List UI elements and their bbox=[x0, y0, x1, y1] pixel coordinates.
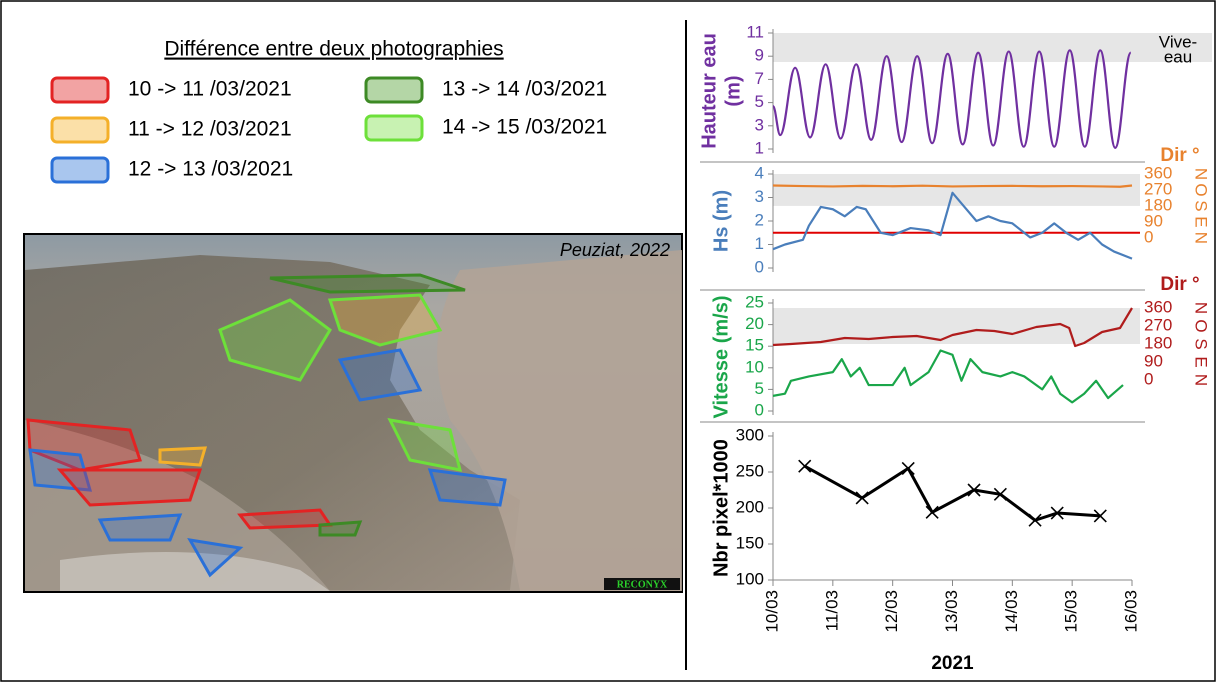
y-tick-label: 2 bbox=[755, 210, 764, 229]
band-label: Vive- bbox=[1159, 32, 1197, 51]
legend-swatch bbox=[364, 114, 424, 142]
x-axis-label: 2021 bbox=[931, 653, 974, 674]
compass-label: N bbox=[1192, 168, 1211, 180]
y-axis-label: Vitesse (m/s) bbox=[710, 295, 732, 418]
y-tick-label: 3 bbox=[755, 187, 764, 206]
band bbox=[773, 308, 1140, 344]
compass-label: N bbox=[1192, 374, 1211, 386]
y-tick-label: 0 bbox=[755, 400, 764, 419]
marker bbox=[1050, 506, 1064, 520]
y-tick-label: 25 bbox=[745, 292, 764, 311]
y2-tick-label: 90 bbox=[1144, 211, 1163, 230]
legend-swatch bbox=[50, 156, 110, 184]
legend-label: 13 -> 14 /03/2021 bbox=[442, 78, 607, 101]
marker bbox=[967, 483, 981, 497]
compass-label: O bbox=[1192, 319, 1211, 332]
y-tick-label: 11 bbox=[746, 22, 764, 41]
y-tick-label: 1 bbox=[755, 138, 764, 157]
legend-swatch bbox=[50, 76, 110, 104]
series-line bbox=[772, 307, 1133, 348]
y-tick-label: 200 bbox=[736, 497, 764, 516]
photo: Peuziat, 2022 RECONYX bbox=[23, 233, 683, 593]
series-line bbox=[772, 191, 1133, 260]
y-tick-label: 3 bbox=[755, 115, 764, 134]
y-tick-label: 250 bbox=[736, 461, 764, 480]
compass-label: N bbox=[1192, 232, 1211, 244]
series-line bbox=[772, 349, 1124, 404]
x-tick-label: 14/03 bbox=[1002, 590, 1021, 633]
x-tick-label: 15/03 bbox=[1062, 590, 1081, 633]
band-label: eau bbox=[1164, 47, 1192, 66]
y2-tick-label: 0 bbox=[1144, 369, 1153, 388]
x-tick-label: 12/03 bbox=[882, 590, 901, 633]
legend-swatch bbox=[50, 116, 110, 144]
x-tick-label: 13/03 bbox=[942, 590, 961, 633]
y2-tick-label: 180 bbox=[1144, 195, 1172, 214]
compass-label: N bbox=[1192, 302, 1211, 314]
band bbox=[773, 174, 1140, 206]
y-tick-label: 150 bbox=[736, 533, 764, 552]
x-tick-label: 16/03 bbox=[1121, 590, 1140, 633]
compass-label: S bbox=[1192, 338, 1211, 349]
y2-tick-label: 90 bbox=[1144, 351, 1163, 370]
y2-tick-label: 270 bbox=[1144, 179, 1172, 198]
y-tick-label: 4 bbox=[755, 163, 764, 182]
series-line bbox=[771, 49, 1132, 149]
y2-tick-label: 270 bbox=[1144, 315, 1172, 334]
y-tick-label: 15 bbox=[745, 336, 764, 355]
y2-axis-label: Dir ° bbox=[1160, 274, 1199, 295]
y2-tick-label: 360 bbox=[1144, 163, 1172, 182]
marker bbox=[1093, 509, 1107, 523]
y2-tick-label: 360 bbox=[1144, 297, 1172, 316]
y-axis-label: Hauteur eau bbox=[698, 33, 720, 149]
marker bbox=[855, 491, 869, 505]
series-line bbox=[772, 184, 1133, 188]
charts: Vive-eau 1 3 5 7 9 11 Hauteur eau (m) 0 1 2 3 4 Hs (m)… bbox=[698, 22, 1212, 674]
y-axis-label: (m) bbox=[722, 75, 744, 106]
y2-tick-label: 0 bbox=[1144, 227, 1153, 246]
y-tick-label: 9 bbox=[755, 46, 764, 65]
y-tick-label: 7 bbox=[755, 69, 764, 88]
x-tick-label: 11/03 bbox=[822, 590, 841, 631]
compass-label: E bbox=[1192, 216, 1211, 227]
marker bbox=[901, 461, 915, 475]
y-tick-label: 10 bbox=[745, 357, 764, 376]
y2-tick-label: 180 bbox=[1144, 333, 1172, 352]
legend-title: Différence entre deux photographies bbox=[164, 38, 503, 61]
legend-label: 14 -> 15 /03/2021 bbox=[442, 116, 607, 139]
compass-label: O bbox=[1192, 183, 1211, 196]
photo-caption: Peuziat, 2022 bbox=[560, 240, 670, 260]
marker bbox=[925, 505, 939, 519]
y-tick-label: 1 bbox=[755, 234, 764, 253]
y-tick-label: 20 bbox=[745, 314, 764, 333]
legend: 10 -> 11 /03/2021 11 -> 12 /03/2021 12 -> … bbox=[50, 76, 607, 184]
marker bbox=[798, 459, 812, 473]
x-tick-label: 10/03 bbox=[762, 590, 781, 633]
band bbox=[773, 33, 1212, 62]
y-axis-label: Nbr pixel*1000 bbox=[710, 439, 732, 577]
y-tick-label: 5 bbox=[755, 92, 764, 111]
legend-swatch bbox=[364, 76, 424, 104]
legend-label: 10 -> 11 /03/2021 bbox=[128, 78, 292, 101]
marker bbox=[1028, 513, 1042, 527]
y-tick-label: 5 bbox=[755, 379, 764, 398]
compass-label: S bbox=[1192, 200, 1211, 211]
y-axis-label: Hs (m) bbox=[710, 190, 732, 252]
compass-label: E bbox=[1192, 356, 1211, 367]
marker bbox=[993, 487, 1007, 501]
legend-label: 11 -> 12 /03/2021 bbox=[128, 118, 292, 141]
y2-axis-label: Dir ° bbox=[1160, 145, 1199, 166]
photo-brand: RECONYX bbox=[617, 579, 668, 590]
y-tick-label: 0 bbox=[755, 257, 764, 276]
y-tick-label: 100 bbox=[736, 569, 764, 588]
y-tick-label: 300 bbox=[736, 425, 764, 444]
legend-label: 12 -> 13 /03/2021 bbox=[128, 158, 293, 181]
